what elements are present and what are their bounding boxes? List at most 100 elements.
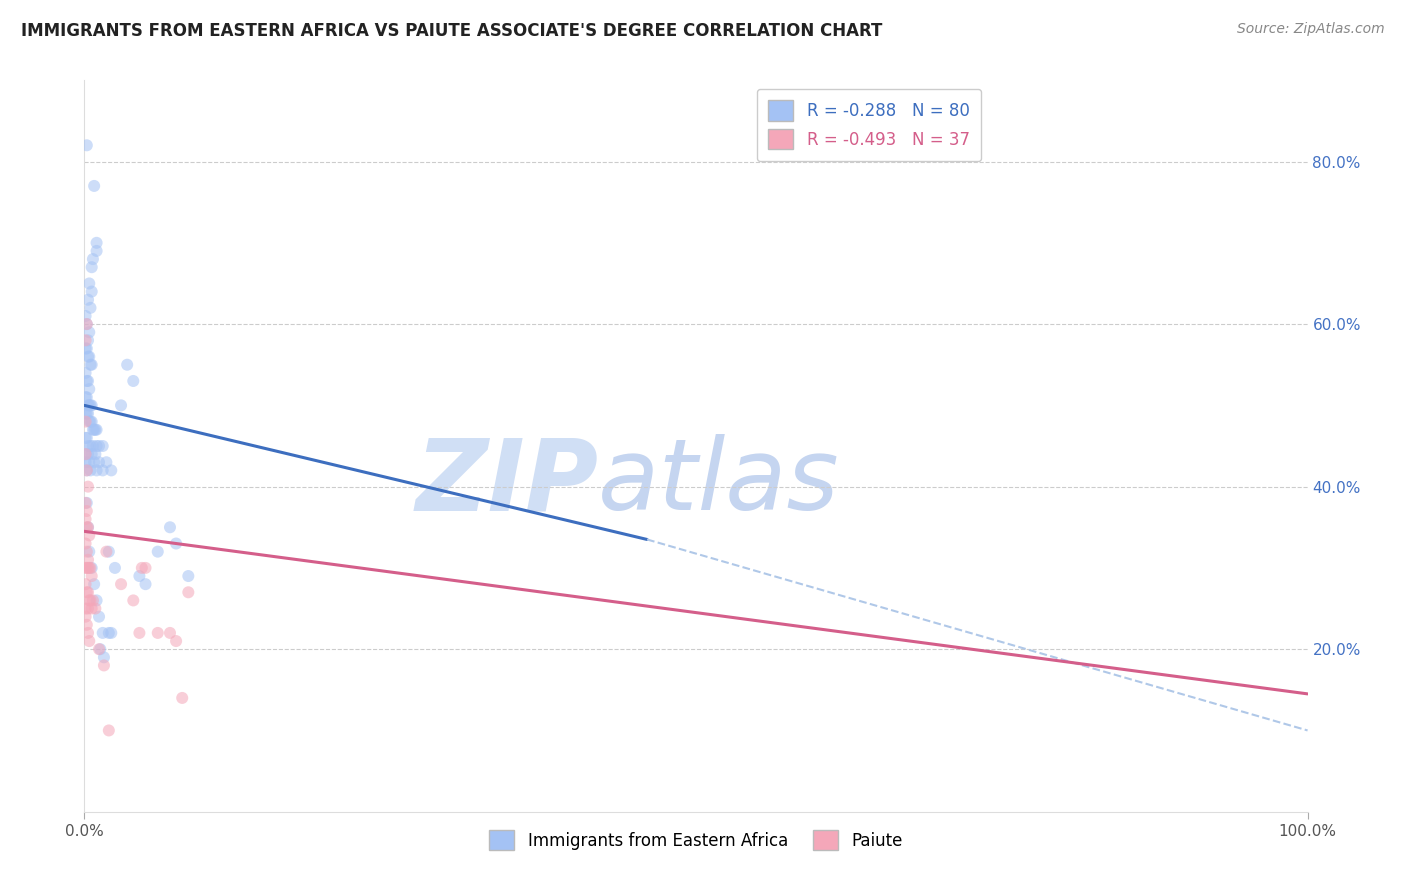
Point [91, 439, 114, 453]
Point [159, 520, 181, 534]
Point [77, 626, 100, 640]
Point [76, 407, 98, 421]
Point [77, 520, 100, 534]
Point [80, 569, 103, 583]
Point [122, 593, 145, 607]
Legend: Immigrants from Eastern Africa, Paiute: Immigrants from Eastern Africa, Paiute [478, 818, 914, 862]
Point [87, 609, 110, 624]
Point [77, 398, 100, 412]
Point [79, 398, 101, 412]
Point [75, 447, 97, 461]
Point [77, 601, 100, 615]
Text: atlas: atlas [598, 434, 839, 531]
Point [80, 601, 103, 615]
Point [82, 252, 104, 266]
Point [75, 577, 97, 591]
Point [80, 415, 103, 429]
Point [77, 480, 100, 494]
Point [77, 634, 100, 648]
Point [100, 626, 122, 640]
Point [77, 447, 100, 461]
Text: Source: ZipAtlas.com: Source: ZipAtlas.com [1237, 22, 1385, 37]
Point [80, 561, 103, 575]
Point [75, 342, 97, 356]
Point [159, 626, 181, 640]
Point [77, 350, 100, 364]
Point [75, 561, 97, 575]
Point [135, 577, 157, 591]
Point [77, 561, 100, 575]
Point [76, 463, 98, 477]
Point [75, 407, 97, 421]
Point [77, 528, 100, 542]
Point [77, 455, 100, 469]
Point [76, 504, 98, 518]
Point [83, 577, 105, 591]
Point [87, 455, 110, 469]
Point [77, 293, 100, 307]
Point [131, 561, 153, 575]
Point [86, 423, 108, 437]
Point [75, 309, 97, 323]
Point [75, 455, 97, 469]
Point [77, 407, 100, 421]
Point [87, 439, 110, 453]
Point [75, 601, 97, 615]
Point [84, 601, 107, 615]
Point [76, 544, 98, 558]
Point [75, 366, 97, 380]
Point [77, 325, 100, 339]
Point [75, 431, 97, 445]
Point [82, 439, 104, 453]
Point [97, 723, 120, 738]
Point [110, 398, 132, 412]
Point [165, 536, 187, 550]
Point [93, 650, 115, 665]
Point [115, 358, 138, 372]
Point [91, 626, 114, 640]
Point [77, 544, 100, 558]
Point [77, 561, 100, 575]
Point [76, 374, 98, 388]
Point [77, 277, 100, 291]
Point [75, 447, 97, 461]
Point [76, 342, 98, 356]
Point [79, 439, 101, 453]
Text: ZIP: ZIP [415, 434, 598, 531]
Point [84, 423, 107, 437]
Point [77, 439, 100, 453]
Point [75, 496, 97, 510]
Point [89, 642, 111, 657]
Point [84, 447, 107, 461]
Point [76, 617, 98, 632]
Point [80, 285, 103, 299]
Point [82, 593, 104, 607]
Point [75, 390, 97, 404]
Point [96, 544, 118, 558]
Point [128, 569, 150, 583]
Point [82, 423, 104, 437]
Point [79, 463, 101, 477]
Point [122, 374, 145, 388]
Point [79, 358, 101, 372]
Point [76, 585, 98, 599]
Point [80, 358, 103, 372]
Point [83, 455, 105, 469]
Point [75, 512, 97, 526]
Point [165, 634, 187, 648]
Point [76, 317, 98, 331]
Point [97, 544, 120, 558]
Point [76, 431, 98, 445]
Point [79, 301, 101, 315]
Point [77, 374, 100, 388]
Point [76, 138, 98, 153]
Point [128, 626, 150, 640]
Text: IMMIGRANTS FROM EASTERN AFRICA VS PAIUTE ASSOCIATE'S DEGREE CORRELATION CHART: IMMIGRANTS FROM EASTERN AFRICA VS PAIUTE… [21, 22, 883, 40]
Point [77, 520, 100, 534]
Point [79, 593, 101, 607]
Point [76, 390, 98, 404]
Point [177, 585, 200, 599]
Point [77, 334, 100, 348]
Point [172, 690, 194, 705]
Point [110, 577, 132, 591]
